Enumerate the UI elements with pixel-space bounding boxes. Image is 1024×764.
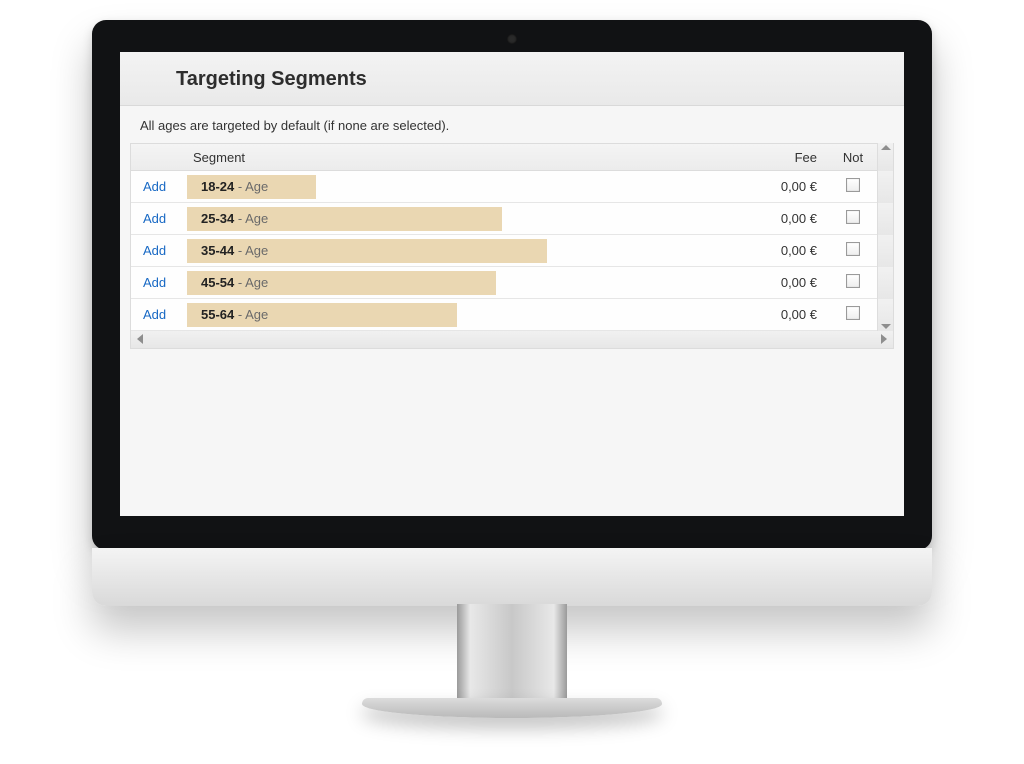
segment-suffix: - Age	[234, 211, 268, 226]
chevron-down-icon	[881, 324, 891, 329]
table-row: Add 18-24 - Age 0,00 €	[131, 171, 893, 203]
segment-cell: 45-54 - Age	[187, 271, 749, 295]
add-button[interactable]: Add	[131, 307, 166, 322]
segment-label: 25-34 - Age	[187, 211, 268, 226]
vertical-scrollbar-track[interactable]	[877, 267, 893, 299]
grid-body: Add 18-24 - Age 0,00 € Add	[130, 171, 894, 331]
vertical-scrollbar-up[interactable]	[877, 143, 893, 171]
col-head-segment: Segment	[187, 150, 749, 165]
table-row: Add 45-54 - Age 0,00 €	[131, 267, 893, 299]
segment-cell: 25-34 - Age	[187, 207, 749, 231]
segment-suffix: - Age	[234, 179, 268, 194]
grid-header-row: Segment Fee Not	[130, 143, 894, 171]
not-checkbox[interactable]	[846, 210, 860, 224]
table-row: Add 25-34 - Age 0,00 €	[131, 203, 893, 235]
add-button[interactable]: Add	[131, 243, 166, 258]
age-range: 25-34	[201, 211, 234, 226]
segment-label: 45-54 - Age	[187, 275, 268, 290]
col-head-not: Not	[829, 150, 877, 165]
segment-label: 18-24 - Age	[187, 179, 268, 194]
segment-label: 55-64 - Age	[187, 307, 268, 322]
vertical-scrollbar-track[interactable]	[877, 235, 893, 267]
fee-cell: 0,00 €	[749, 275, 829, 290]
screen: Targeting Segments All ages are targeted…	[120, 52, 904, 516]
age-range: 45-54	[201, 275, 234, 290]
segment-cell: 18-24 - Age	[187, 175, 749, 199]
monitor-mockup: Targeting Segments All ages are targeted…	[0, 0, 1024, 764]
vertical-scrollbar-track[interactable]	[877, 171, 893, 203]
fee-cell: 0,00 €	[749, 211, 829, 226]
age-range: 55-64	[201, 307, 234, 322]
info-note: All ages are targeted by default (if non…	[120, 106, 904, 143]
table-row: Add 55-64 - Age 0,00 €	[131, 299, 893, 331]
age-range: 35-44	[201, 243, 234, 258]
panel-header: Targeting Segments	[120, 52, 904, 106]
add-button[interactable]: Add	[131, 211, 166, 226]
vertical-scrollbar-track[interactable]	[877, 203, 893, 235]
monitor-chin	[92, 548, 932, 606]
monitor-stand-base	[362, 698, 662, 718]
not-checkbox[interactable]	[846, 306, 860, 320]
vertical-scrollbar-down[interactable]	[877, 299, 893, 331]
fee-cell: 0,00 €	[749, 179, 829, 194]
monitor-bezel: Targeting Segments All ages are targeted…	[92, 20, 932, 550]
fee-cell: 0,00 €	[749, 307, 829, 322]
col-head-fee: Fee	[749, 150, 829, 165]
age-range: 18-24	[201, 179, 234, 194]
segment-suffix: - Age	[234, 243, 268, 258]
segment-cell: 35-44 - Age	[187, 239, 749, 263]
fee-cell: 0,00 €	[749, 243, 829, 258]
segment-cell: 55-64 - Age	[187, 303, 749, 327]
segment-suffix: - Age	[234, 275, 268, 290]
not-checkbox[interactable]	[846, 242, 860, 256]
page-title: Targeting Segments	[176, 68, 884, 91]
chevron-left-icon	[137, 334, 143, 344]
horizontal-scrollbar[interactable]	[130, 331, 894, 349]
chevron-right-icon	[881, 334, 887, 344]
segment-label: 35-44 - Age	[187, 243, 268, 258]
segments-grid: Segment Fee Not Add 18-24 - Age	[130, 143, 894, 349]
monitor-stand-neck	[457, 604, 567, 702]
segment-suffix: - Age	[234, 307, 268, 322]
camera-dot	[507, 34, 517, 44]
add-button[interactable]: Add	[131, 179, 166, 194]
table-row: Add 35-44 - Age 0,00 €	[131, 235, 893, 267]
not-checkbox[interactable]	[846, 274, 860, 288]
not-checkbox[interactable]	[846, 178, 860, 192]
add-button[interactable]: Add	[131, 275, 166, 290]
chevron-up-icon	[881, 145, 891, 150]
